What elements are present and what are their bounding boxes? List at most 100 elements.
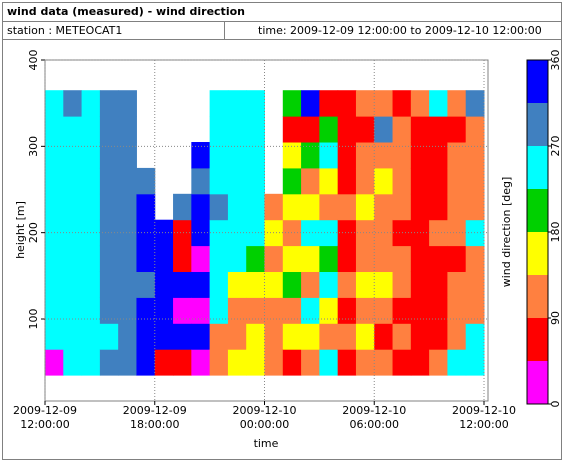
cell <box>173 323 192 350</box>
cell <box>319 90 339 117</box>
cell <box>81 193 101 221</box>
colorbar-band <box>527 318 548 361</box>
cell <box>227 245 247 273</box>
cell <box>63 349 83 376</box>
cell <box>173 349 192 376</box>
cell <box>45 142 64 169</box>
cell <box>465 193 485 221</box>
cell <box>118 142 137 169</box>
cell <box>319 271 339 298</box>
cell <box>465 271 485 298</box>
cell <box>154 271 174 298</box>
cell <box>246 323 265 350</box>
cell <box>118 323 137 350</box>
cell <box>319 167 339 195</box>
cell <box>301 323 320 350</box>
cell <box>282 271 302 298</box>
cell <box>227 271 247 298</box>
cell <box>45 323 64 350</box>
x-tick-label: 2009-12-10 06:00:00 <box>342 404 406 431</box>
cell <box>136 271 156 298</box>
cell <box>319 219 339 247</box>
cell <box>118 167 137 195</box>
cell <box>118 349 137 376</box>
cell <box>337 245 357 273</box>
cell <box>227 193 247 221</box>
cell <box>173 193 192 221</box>
cell <box>209 116 229 143</box>
cell <box>63 297 83 324</box>
cell <box>99 271 119 298</box>
cell <box>227 349 247 376</box>
cell <box>319 349 339 376</box>
cell <box>319 323 339 350</box>
cell <box>99 116 119 143</box>
cell <box>355 271 375 298</box>
cell <box>81 297 101 324</box>
cell <box>355 349 375 376</box>
x-axis-label: time <box>254 437 279 450</box>
cell <box>447 245 467 273</box>
cell <box>410 167 430 195</box>
cell <box>118 193 137 221</box>
cell <box>392 167 412 195</box>
cell <box>447 142 467 169</box>
cell <box>81 90 101 117</box>
cell <box>118 271 137 298</box>
cell <box>282 349 302 376</box>
cell <box>392 116 412 143</box>
cell <box>136 193 156 221</box>
colorbar-tick-label: 270 <box>549 136 562 157</box>
cell <box>227 116 247 143</box>
y-axis-label: height [m] <box>14 201 27 259</box>
cell <box>246 271 265 298</box>
cell <box>45 90 64 117</box>
colorbar-tick-label: 0 <box>549 401 562 408</box>
y-tick-label: 400 <box>27 50 40 71</box>
cell <box>173 245 192 273</box>
y-tick-label: 300 <box>27 136 40 157</box>
cell <box>355 90 375 117</box>
cell <box>355 167 375 195</box>
cell <box>191 245 211 273</box>
axes: 100 200 300 400 2009-12-09 12:00:00 2009-12-09… <box>13 50 562 432</box>
cell <box>63 271 83 298</box>
cell <box>191 193 211 221</box>
cell <box>227 90 247 117</box>
cell <box>465 90 485 117</box>
cell <box>191 142 211 169</box>
cell <box>465 116 485 143</box>
cell <box>282 142 302 169</box>
cell <box>282 193 302 221</box>
cell <box>81 349 101 376</box>
cell <box>81 142 101 169</box>
cell <box>209 90 229 117</box>
cell <box>118 219 137 247</box>
cell <box>337 219 357 247</box>
cell <box>264 193 284 221</box>
cell <box>191 167 211 195</box>
cell <box>81 245 101 273</box>
cell <box>410 245 430 273</box>
cell <box>246 142 265 169</box>
cell <box>282 90 302 117</box>
x-tick-label: 2009-12-09 18:00:00 <box>123 404 187 431</box>
cell <box>337 116 357 143</box>
cell <box>282 297 302 324</box>
cell <box>99 142 119 169</box>
cell <box>410 116 430 143</box>
cell <box>227 297 247 324</box>
cell <box>374 167 394 195</box>
cell <box>392 142 412 169</box>
cell <box>81 116 101 143</box>
cell <box>447 323 467 350</box>
cell <box>118 297 137 324</box>
cell <box>154 323 174 350</box>
cell <box>282 167 302 195</box>
cell <box>465 142 485 169</box>
cell <box>337 271 357 298</box>
cell <box>45 116 64 143</box>
cell <box>99 193 119 221</box>
cell <box>45 245 64 273</box>
cell <box>246 116 265 143</box>
